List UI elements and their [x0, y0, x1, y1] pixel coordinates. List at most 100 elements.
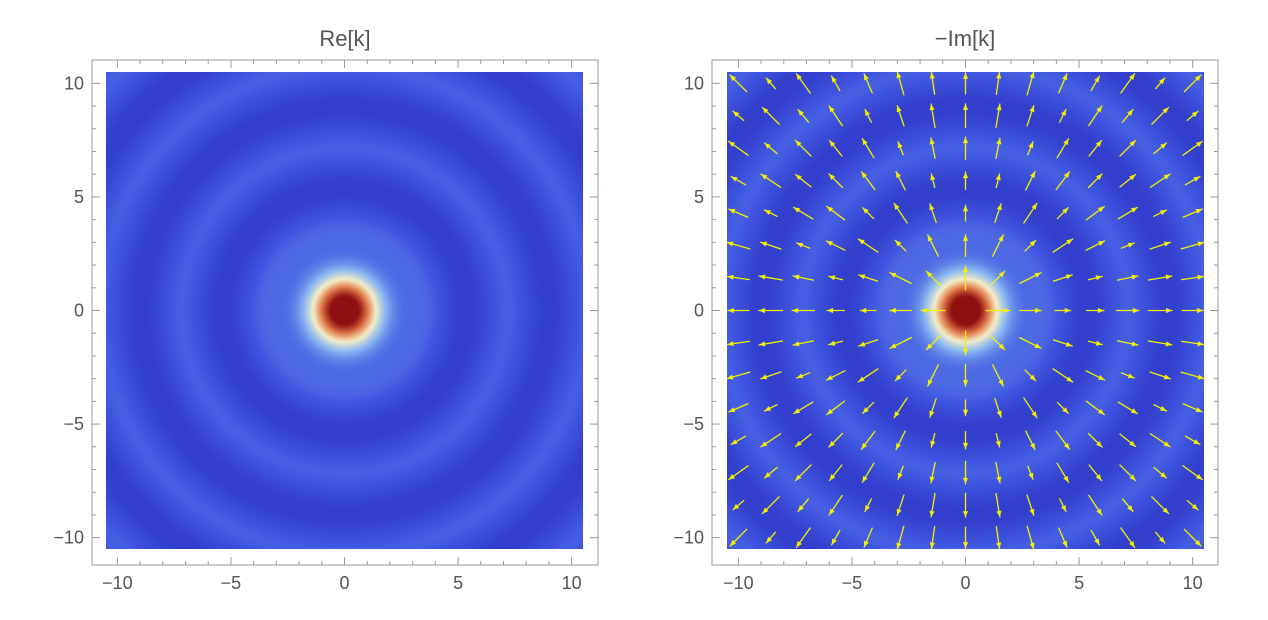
vector-arrow: [896, 494, 905, 516]
vector-arrow: [896, 105, 905, 127]
vector-arrow: [1182, 465, 1203, 481]
vector-arrow: [1119, 464, 1137, 482]
vector-arrow: [825, 370, 846, 381]
vector-arrow: [1181, 307, 1204, 314]
vector-arrow: [962, 171, 969, 190]
y-tick-label-re-k: −5: [63, 414, 84, 434]
y-tick-label-re-k: −10: [53, 528, 84, 548]
vector-arrow: [1119, 173, 1137, 188]
vector-arrow: [995, 526, 1002, 549]
vector-arrow: [1119, 433, 1137, 448]
vector-arrow: [925, 270, 941, 286]
vector-arrow: [830, 75, 841, 92]
vector-arrow: [727, 340, 750, 347]
vector-arrow: [1153, 404, 1168, 412]
vector-arrow: [864, 498, 872, 513]
plot-im-k: −Im[k] −10 −5 0 5 10 −10 −5 0 5 10: [673, 26, 1219, 593]
vector-arrow: [860, 171, 876, 191]
x-tick-label-im-k: 10: [1183, 573, 1203, 593]
vector-arrow: [995, 103, 1002, 129]
vector-arrow: [897, 465, 904, 480]
vector-arrow: [995, 72, 1002, 95]
vector-arrow: [1147, 274, 1173, 281]
vector-arrow: [1090, 75, 1101, 92]
vector-arrow: [763, 466, 778, 479]
vector-arrow: [728, 140, 749, 156]
vector-arrow: [1154, 531, 1166, 544]
vector-arrow: [1052, 368, 1074, 383]
y-tick-label-im-k: 10: [684, 73, 704, 93]
vector-arrow: [728, 465, 749, 481]
vector-arrow: [1186, 110, 1199, 122]
vector-arrow: [729, 74, 748, 93]
vector-arrow: [1147, 307, 1173, 314]
vector-arrow: [732, 499, 745, 511]
vector-arrow: [1058, 73, 1068, 94]
vector-arrow: [1088, 494, 1103, 516]
vector-arrow: [1115, 307, 1140, 314]
vector-arrow: [1019, 336, 1042, 349]
x-tick-label-re-k: 10: [562, 573, 582, 593]
vector-arrow: [962, 204, 969, 222]
vector-arrow: [857, 238, 879, 253]
vector-arrow: [1059, 498, 1067, 513]
vector-arrow: [929, 397, 937, 418]
vector-arrow: [1153, 142, 1168, 155]
vector-arrow: [796, 372, 811, 379]
vector-arrow: [1149, 433, 1171, 448]
vector-arrow: [1182, 208, 1203, 218]
vector-arrow: [929, 461, 936, 484]
vector-arrow: [1058, 527, 1068, 548]
vector-arrow: [920, 307, 946, 314]
vector-arrow: [1019, 272, 1042, 285]
vector-arrow: [962, 526, 969, 549]
vector-arrow: [793, 206, 814, 220]
vector-arrow: [894, 369, 907, 382]
vector-arrow: [828, 275, 844, 281]
vector-arrow: [893, 397, 908, 419]
vector-arrow: [825, 240, 846, 251]
vector-field: [727, 72, 1204, 549]
x-tick-label-re-k: −10: [102, 573, 133, 593]
vector-arrow: [826, 205, 846, 221]
vector-arrow: [794, 433, 812, 448]
vector-arrow: [859, 307, 877, 314]
vector-arrow: [1056, 462, 1070, 483]
vector-arrow: [1052, 339, 1073, 347]
vector-arrow: [1120, 73, 1136, 94]
vector-arrow: [889, 336, 912, 349]
vector-arrow: [995, 137, 1002, 160]
vector-arrow: [994, 203, 1002, 224]
vector-arrow: [794, 139, 812, 157]
vector-arrow: [727, 241, 751, 250]
vector-arrow: [1183, 528, 1202, 547]
vector-arrow: [830, 529, 841, 546]
vector-arrow: [962, 103, 969, 129]
y-tick-label-im-k: −10: [673, 528, 704, 548]
vector-arrow: [828, 464, 843, 482]
vector-arrow: [795, 73, 811, 94]
vector-arrow: [1085, 370, 1106, 381]
vector-arrow: [962, 234, 969, 257]
vector-arrow: [995, 173, 1001, 189]
vector-arrow: [962, 431, 969, 450]
vector-arrow: [730, 435, 747, 446]
vector-arrow: [1087, 275, 1103, 281]
vector-arrow: [862, 207, 875, 220]
vector-arrow: [793, 401, 814, 415]
vector-arrow: [995, 432, 1001, 448]
vector-arrow: [896, 525, 905, 549]
vector-arrow: [1054, 307, 1072, 314]
vector-arrow: [857, 368, 879, 383]
vector-arrow: [828, 105, 843, 127]
vector-arrow: [897, 141, 904, 156]
vector-arrow: [858, 274, 879, 282]
ticks-im-k: −10 −5 0 5 10 −10 −5 0 5 10: [673, 60, 1218, 593]
vector-arrow: [1085, 240, 1106, 251]
vector-arrow: [1181, 340, 1204, 347]
vector-arrow: [962, 460, 969, 485]
vector-arrow: [828, 432, 844, 448]
vector-arrow: [962, 492, 969, 518]
vector-arrow: [1183, 74, 1202, 93]
